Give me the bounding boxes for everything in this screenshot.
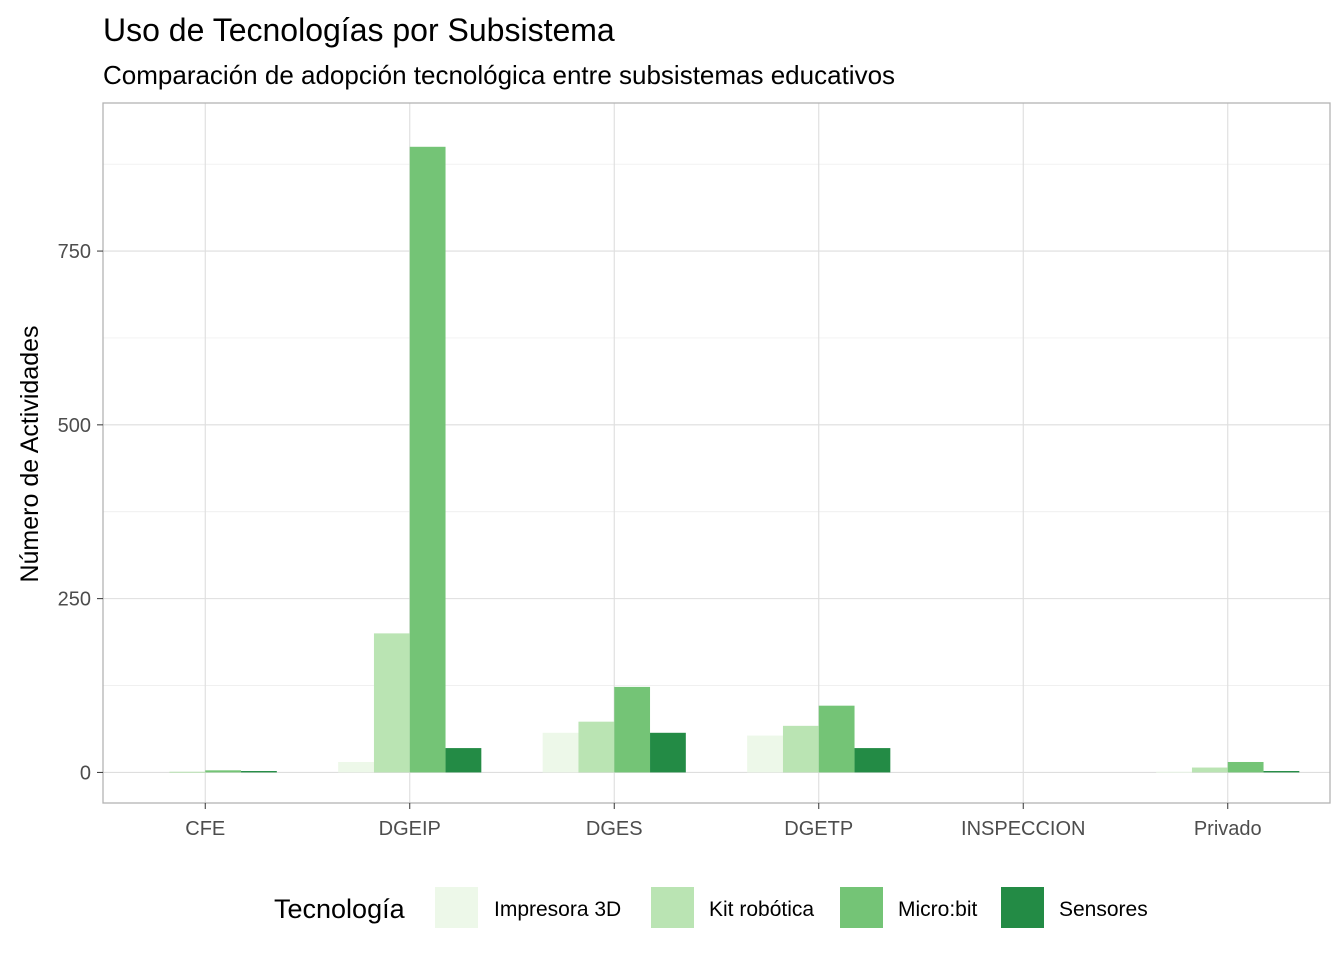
x-axis: CFE DGEIP DGES DGETP INSPECCION Privado [185,803,1262,840]
y-tick-label: 500 [58,415,91,437]
bar [205,770,242,773]
bar [373,633,410,773]
x-tick-label: DGES [586,818,643,840]
bar [409,146,446,773]
bar [650,732,686,773]
grid [103,103,1330,803]
bar [782,725,819,773]
bars [169,146,1300,773]
legend-key [435,887,478,928]
bar [1156,771,1192,773]
x-tick-label: CFE [185,818,225,840]
chart-subtitle: Comparación de adopción tecnológica entr… [103,60,895,90]
legend-key [1001,887,1044,928]
y-axis-label: Número de Actividades [16,325,44,582]
legend-title: Tecnología [274,894,406,924]
bar [1263,771,1300,773]
bar [445,748,482,773]
bar [747,735,783,773]
bar [169,771,206,773]
x-tick-label: DGETP [784,818,853,840]
legend: Impresora 3D Kit robótica Micro:bit Sensore… [435,887,1148,928]
legend-key [651,887,694,928]
x-tick-label: INSPECCION [961,818,1085,840]
y-tick-label: 750 [58,241,91,263]
legend-label: Micro:bit [898,898,978,921]
legend-key [840,887,883,928]
bar [542,732,579,773]
bar [241,771,277,773]
bar [614,686,651,773]
y-axis: 0 250 500 750 [58,241,103,784]
bar [1191,767,1228,773]
x-tick-label: DGEIP [379,818,441,840]
chart-title: Uso de Tecnologías por Subsistema [103,12,615,48]
y-tick-label: 0 [80,762,91,784]
plot-panel-border [102,102,1331,804]
legend-label: Impresora 3D [494,898,621,921]
y-tick-label: 250 [58,589,91,611]
bar [1227,761,1264,773]
bar [338,761,374,773]
bar [854,748,891,773]
legend-label: Kit robótica [709,898,814,921]
x-tick-label: Privado [1194,818,1262,840]
bar [818,705,855,773]
legend-label: Sensores [1059,898,1148,921]
bar [578,721,615,773]
